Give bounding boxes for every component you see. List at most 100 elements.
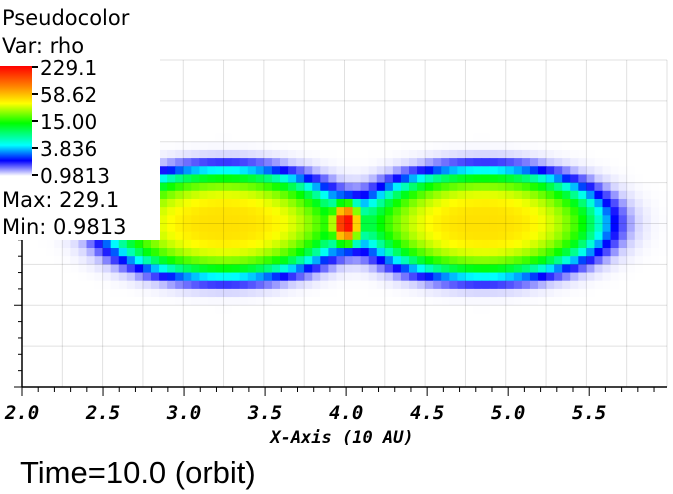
density-cell <box>626 68 636 77</box>
density-cell <box>328 149 338 159</box>
density-cell <box>247 239 257 249</box>
density-cell <box>167 321 176 331</box>
density-cell <box>70 329 80 339</box>
density-cell <box>570 362 579 372</box>
density-cell <box>546 272 555 282</box>
density-cell <box>247 207 257 216</box>
density-cell <box>570 239 579 249</box>
density-cell <box>199 272 209 282</box>
density-cell <box>546 133 555 143</box>
density-cell <box>263 76 273 86</box>
density-cell <box>344 174 354 184</box>
density-cell <box>280 223 289 233</box>
density-cell <box>384 76 394 86</box>
density-cell <box>417 264 426 274</box>
density-cell <box>239 117 249 127</box>
density-cell <box>513 174 523 184</box>
density-cell <box>400 207 410 216</box>
density-cell <box>94 362 104 372</box>
density-cell <box>70 272 80 282</box>
density-cell <box>263 68 273 77</box>
density-cell <box>54 256 63 265</box>
colorbar-mark <box>32 120 38 122</box>
density-cell <box>425 264 434 274</box>
density-cell <box>658 182 668 192</box>
density-cell <box>570 133 579 143</box>
density-cell <box>400 378 410 388</box>
density-cell <box>521 207 531 216</box>
density-cell <box>441 239 450 249</box>
density-cell <box>336 198 346 208</box>
density-cell <box>134 280 144 290</box>
density-cell <box>22 329 31 339</box>
density-cell <box>38 297 47 306</box>
density-cell <box>392 198 402 208</box>
density-cell <box>312 133 321 143</box>
density-cell <box>658 125 668 135</box>
density-cell <box>288 362 297 372</box>
density-cell <box>658 362 668 372</box>
density-cell <box>199 76 209 86</box>
density-cell <box>376 223 386 233</box>
density-cell <box>578 313 587 323</box>
density-cell <box>610 68 620 77</box>
density-cell <box>344 68 354 77</box>
density-cell <box>223 337 233 347</box>
density-cell <box>433 100 442 110</box>
density-cell <box>529 337 539 347</box>
density-cell <box>223 370 233 380</box>
density-cell <box>513 370 523 380</box>
density-cell <box>247 133 257 143</box>
density-cell <box>521 272 531 282</box>
density-cell <box>142 346 152 355</box>
density-cell <box>159 117 168 127</box>
density-cell <box>312 329 321 339</box>
density-cell <box>602 354 612 364</box>
density-cell <box>368 313 378 323</box>
density-cell <box>328 346 338 355</box>
colorbar-tick-label: 229.1 <box>40 56 98 80</box>
density-cell <box>594 354 604 364</box>
density-cell <box>457 223 467 233</box>
density-cell <box>425 223 434 233</box>
density-cell <box>538 125 547 135</box>
density-cell <box>352 60 362 69</box>
density-cell <box>288 100 297 110</box>
density-cell <box>626 92 636 102</box>
density-cell <box>602 370 612 380</box>
density-cell <box>271 288 281 298</box>
density-cell <box>304 215 313 225</box>
density-cell <box>538 207 547 216</box>
density-cell <box>54 378 63 388</box>
density-cell <box>497 288 507 298</box>
density-cell <box>513 297 523 306</box>
density-cell <box>134 378 144 388</box>
density-cell <box>618 190 628 200</box>
density-cell <box>296 337 305 347</box>
density-cell <box>223 313 233 323</box>
density-cell <box>368 207 378 216</box>
density-cell <box>207 133 217 143</box>
density-cell <box>497 354 507 364</box>
density-cell <box>368 248 378 257</box>
density-cell <box>658 215 668 225</box>
density-cell <box>529 117 539 127</box>
density-cell <box>280 207 289 216</box>
density-cell <box>417 100 426 110</box>
density-cell <box>86 264 96 274</box>
density-cell <box>554 239 563 249</box>
density-cell <box>167 239 176 249</box>
density-cell <box>312 100 321 110</box>
density-cell <box>586 68 596 77</box>
density-cell <box>360 166 370 176</box>
density-cell <box>658 248 668 257</box>
density-cell <box>320 174 329 184</box>
density-cell <box>602 68 612 77</box>
density-cell <box>328 239 338 249</box>
density-cell <box>505 264 515 274</box>
density-cell <box>392 239 402 249</box>
density-cell <box>304 174 313 184</box>
density-cell <box>207 313 217 323</box>
density-cell <box>255 370 265 380</box>
density-cell <box>280 141 289 151</box>
